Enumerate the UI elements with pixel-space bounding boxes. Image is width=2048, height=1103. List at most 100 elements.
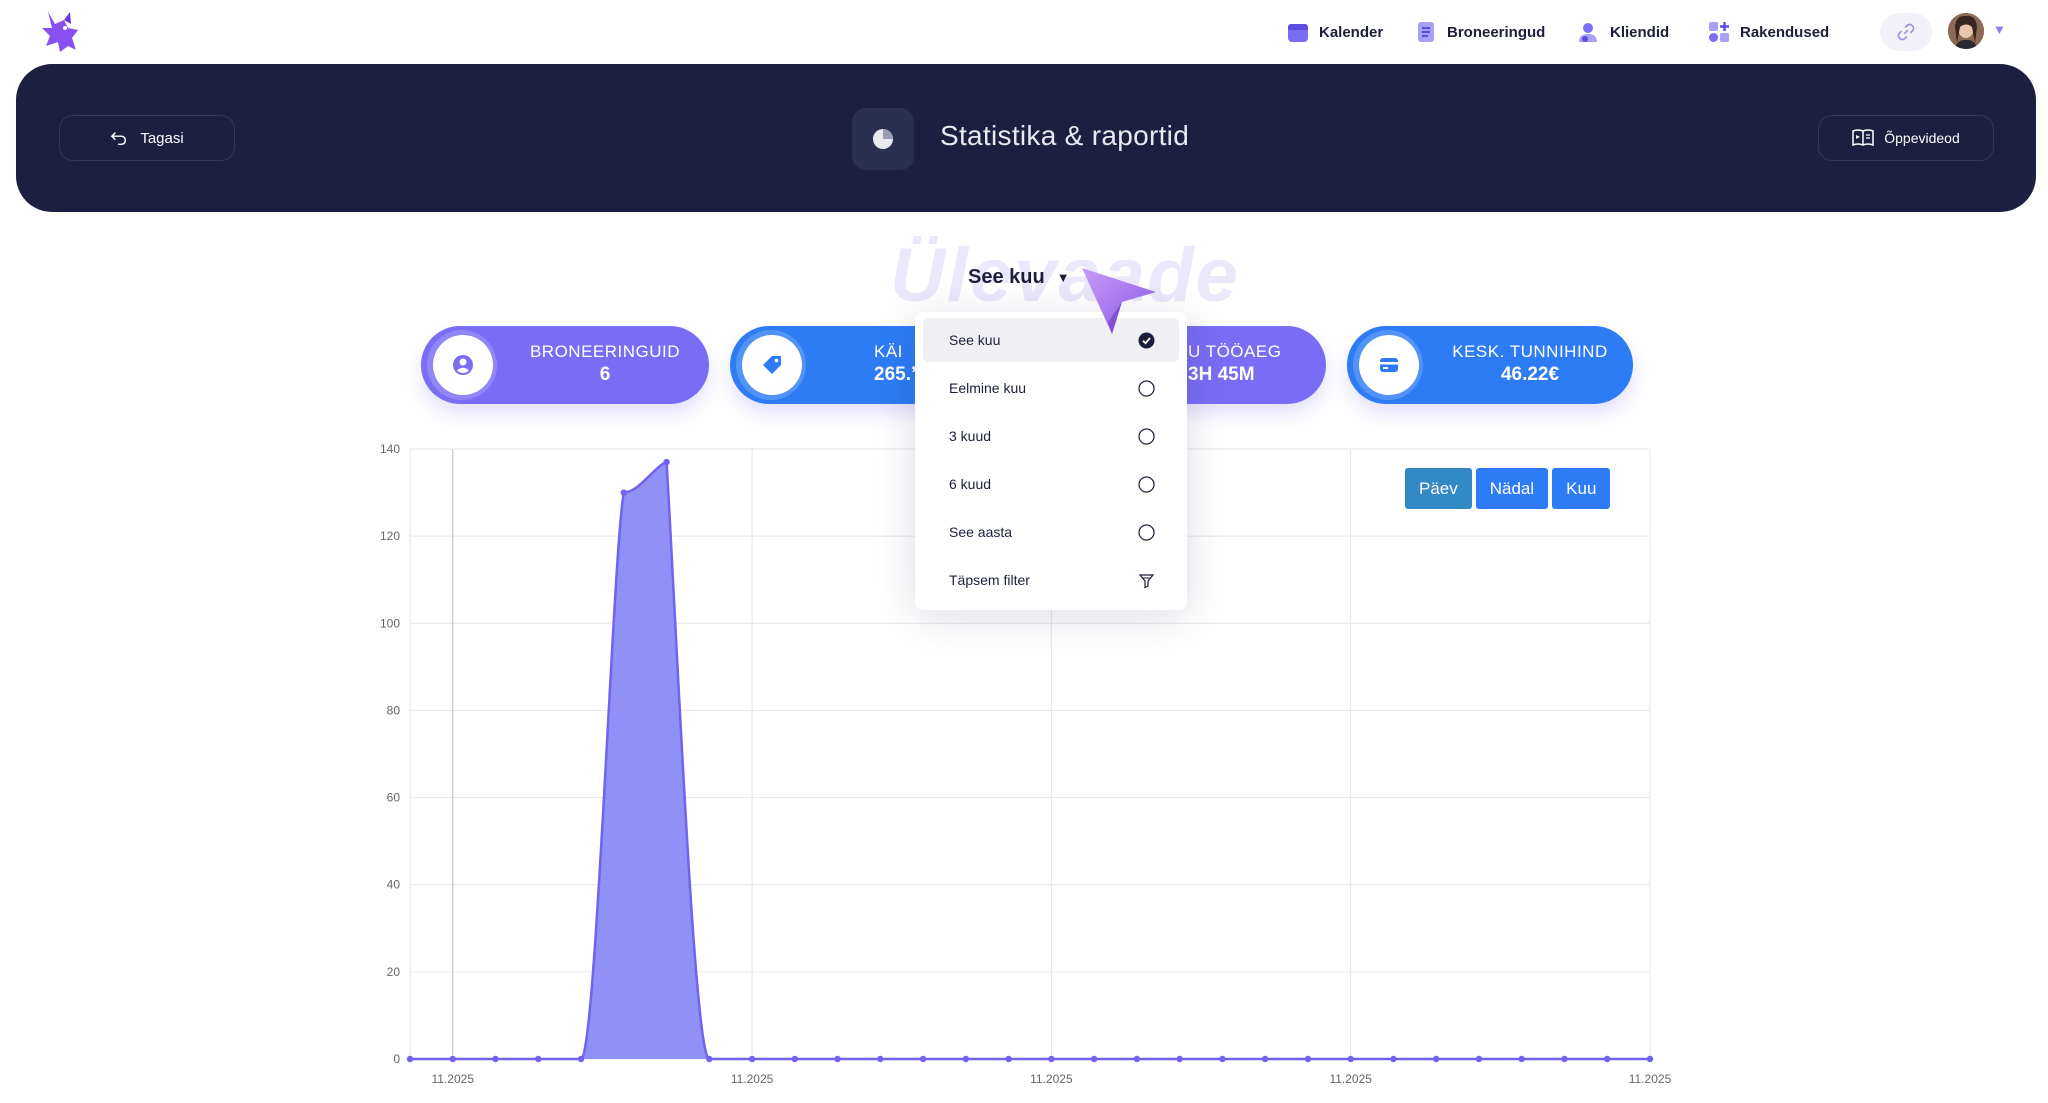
period-option-last-month[interactable]: Eelmine kuu	[923, 366, 1179, 410]
data-point	[577, 1055, 585, 1063]
list-icon	[1418, 22, 1434, 42]
stat-bookings: BRONEERINGUID 6	[421, 326, 709, 404]
data-point	[1261, 1055, 1269, 1063]
pie-chart-icon	[852, 108, 914, 170]
link-icon	[1897, 23, 1915, 41]
page-header: Tagasi Statistika & raportid Õppevideod	[16, 64, 2036, 212]
period-select[interactable]: See kuu ▼	[968, 266, 1070, 289]
stat-value: 3H 45M	[1188, 364, 1255, 385]
radio-circle-icon	[1138, 380, 1155, 397]
data-point	[1176, 1055, 1183, 1063]
caret-down-icon: ▼	[1056, 270, 1070, 285]
users-icon	[1579, 23, 1597, 42]
filter-icon	[1138, 574, 1155, 589]
calendar-icon	[1288, 24, 1308, 42]
option-label: Täpsem filter	[949, 572, 1030, 588]
x-tick-label: 11.2025	[1030, 1072, 1073, 1086]
period-option-6-months[interactable]: 6 kuud	[923, 462, 1179, 506]
nav-label: Broneeringud	[1447, 23, 1546, 41]
checked-circle-icon	[1138, 332, 1155, 349]
back-arrow-icon	[111, 132, 127, 146]
y-tick-label: 40	[387, 878, 401, 892]
x-tick-label: 11.2025	[1329, 1072, 1372, 1086]
data-point	[1475, 1055, 1483, 1063]
back-button[interactable]: Tagasi	[59, 115, 235, 161]
nav-broneeringud[interactable]: Broneeringud	[1415, 18, 1545, 46]
y-tick-label: 60	[387, 791, 401, 805]
data-point	[706, 1055, 713, 1063]
data-point	[535, 1055, 542, 1063]
range-month-button[interactable]: Kuu	[1552, 468, 1611, 509]
avatar[interactable]	[1948, 13, 1984, 49]
data-point	[663, 458, 670, 466]
range-day-button[interactable]: Päev	[1405, 468, 1472, 509]
data-point	[1347, 1055, 1354, 1063]
nav-kalender[interactable]: Kalender	[1287, 18, 1383, 46]
copy-link-button[interactable]	[1880, 13, 1932, 51]
account-menu-caret-icon[interactable]: ▼	[1993, 22, 2006, 37]
data-point	[1304, 1055, 1312, 1063]
period-option-this-month[interactable]: See kuu	[923, 318, 1179, 362]
data-point	[834, 1055, 841, 1063]
data-point	[748, 1055, 756, 1063]
tutorial-videos-button[interactable]: Õppevideod	[1818, 115, 1994, 161]
data-point	[406, 1055, 414, 1063]
data-point	[962, 1055, 970, 1063]
data-point	[1219, 1055, 1226, 1063]
period-option-3-months[interactable]: 3 kuud	[923, 414, 1179, 458]
data-point	[791, 1055, 799, 1063]
stat-value: 265.’	[874, 364, 917, 385]
page-title: Statistika & raportid	[940, 120, 1190, 151]
x-tick-label: 11.2025	[1629, 1072, 1672, 1086]
period-selected-label: See kuu	[968, 266, 1045, 288]
area-fill	[410, 462, 1650, 1060]
data-point	[1561, 1055, 1568, 1063]
data-point	[1390, 1055, 1397, 1063]
option-label: 3 kuud	[949, 428, 992, 444]
videos-label: Õppevideod	[1884, 130, 1960, 146]
data-point	[620, 489, 627, 496]
data-point	[1090, 1055, 1098, 1063]
overview-watermark: Ülevaade	[890, 233, 1240, 318]
nav-kliendid[interactable]: Kliendid	[1578, 18, 1669, 46]
option-label: See aasta	[949, 524, 1013, 540]
user-circle-icon	[433, 335, 493, 395]
data-point	[1133, 1055, 1141, 1063]
period-option-advanced-filter[interactable]: Täpsem filter	[923, 558, 1179, 602]
x-tick-label: 11.2025	[432, 1072, 475, 1086]
data-point	[877, 1055, 884, 1063]
y-tick-label: 0	[393, 1052, 400, 1066]
data-point	[1604, 1055, 1611, 1063]
range-week-button[interactable]: Nädal	[1475, 468, 1549, 509]
nav-label: Rakendused	[1740, 23, 1830, 41]
back-label: Tagasi	[140, 129, 184, 147]
y-tick-label: 140	[380, 442, 400, 456]
option-label: Eelmine kuu	[949, 380, 1027, 396]
data-point	[1646, 1055, 1654, 1063]
fox-logo-icon[interactable]	[38, 8, 84, 56]
credit-card-icon	[1359, 335, 1419, 395]
data-point	[919, 1055, 927, 1063]
stat-label: BRONEERINGUID	[529, 342, 681, 361]
apps-icon	[1709, 22, 1729, 42]
x-tick-label: 11.2025	[731, 1072, 774, 1086]
stat-label: KESK. TUNNIHIND	[1452, 342, 1608, 361]
nav-label: Kalender	[1319, 23, 1384, 41]
period-option-this-year[interactable]: See aasta	[923, 510, 1179, 554]
top-nav: Kalender Broneeringud Kliendid Rakenduse…	[0, 0, 2048, 64]
stat-value: 46.22€	[1500, 364, 1560, 385]
cursor-pointer-icon	[1082, 268, 1156, 334]
option-label: See kuu	[949, 332, 1001, 348]
data-point	[1048, 1055, 1055, 1063]
bookings-area-chart: 0 20 40 60 80 100 120 140 11.2025 11.2025 11.2025 1…	[380, 442, 1672, 1086]
data-point	[1433, 1055, 1440, 1063]
range-button-group: Päev Nädal Kuu	[1405, 468, 1611, 509]
data-point	[492, 1055, 499, 1063]
y-tick-label: 20	[387, 965, 401, 979]
nav-rakendused[interactable]: Rakendused	[1708, 18, 1829, 46]
period-dropdown-menu: See kuu Eelmine kuu 3 kuud 6 kuud See aa…	[915, 312, 1187, 610]
nav-label: Kliendid	[1610, 23, 1670, 41]
radio-circle-icon	[1138, 524, 1155, 541]
stat-label: KÄI	[874, 342, 903, 361]
data-point	[449, 1055, 456, 1063]
